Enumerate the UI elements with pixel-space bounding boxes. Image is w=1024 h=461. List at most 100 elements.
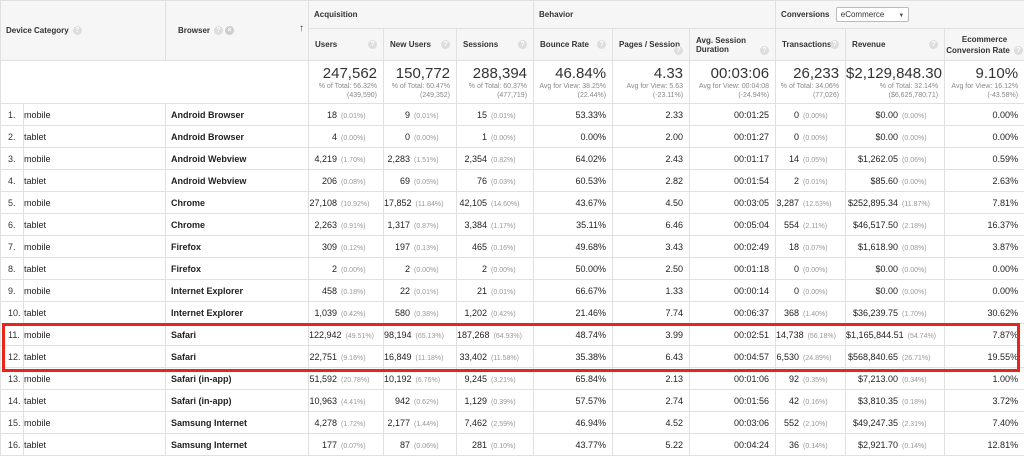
browser-header[interactable]: Browser? × ↑ xyxy=(165,0,310,61)
help-icon[interactable]: ? xyxy=(760,46,770,55)
new-users-value: 16,849 xyxy=(384,351,412,362)
browser-cell[interactable]: Samsung Internet xyxy=(165,433,310,456)
device-category-text: mobile xyxy=(24,285,51,296)
avg-duration-col-header[interactable]: Avg. Session Duration? xyxy=(689,28,777,61)
pages-session-cell: 3.43 xyxy=(612,235,691,258)
bounce-rate-value: 35.38% xyxy=(575,351,607,362)
row-number: 6. xyxy=(0,213,24,236)
revenue-pct: (0.14%) xyxy=(902,442,927,450)
avg-duration-value: 00:06:37 xyxy=(734,307,770,318)
ecom-rate-cell: 2.63% xyxy=(944,169,1024,192)
device-category-text: tablet xyxy=(24,175,47,186)
table-row[interactable]: 9. mobile Internet Explorer 458 (0.18%) 22 (0.… xyxy=(0,279,1024,302)
total-ecom-rate-value: 9.10% xyxy=(975,65,1019,82)
new-users-col-header[interactable]: New Users? xyxy=(383,28,458,61)
device-category-text: mobile xyxy=(24,417,51,428)
help-icon[interactable]: ? xyxy=(830,40,840,49)
total-pages-session: 4.33 Avg for View: 5.63 (-23.11%) xyxy=(612,60,691,104)
row-number: 11. xyxy=(0,323,24,346)
browser-cell[interactable]: Android Browser xyxy=(165,125,310,148)
pages-session-col-header[interactable]: Pages / Session? xyxy=(612,28,691,61)
users-col-header[interactable]: Users? xyxy=(308,28,385,61)
transactions-cell: 36 (0.14%) xyxy=(775,433,847,456)
table-row[interactable]: 4. tablet Android Webview 206 (0.08%) 69 (0.05… xyxy=(0,169,1024,192)
ecom-rate-col-header[interactable]: Ecommerce Conversion Rate? xyxy=(944,28,1024,61)
avg-duration-cell: 00:01:17 xyxy=(689,147,777,170)
row-number: 8. xyxy=(0,257,24,280)
browser-cell[interactable]: Safari xyxy=(165,345,310,368)
help-icon[interactable]: ? xyxy=(368,40,378,49)
transactions-col-header[interactable]: Transactions? xyxy=(775,28,847,61)
help-icon[interactable]: ? xyxy=(597,40,607,49)
table-row[interactable]: 16. tablet Samsung Internet 177 (0.07%) 87 (0.… xyxy=(0,433,1024,456)
browser-cell[interactable]: Internet Explorer xyxy=(165,279,310,302)
remove-dimension-icon[interactable]: × xyxy=(225,26,235,36)
conversions-goal-select[interactable]: eCommerce ▼ xyxy=(835,7,910,22)
sessions-value: 9,245 xyxy=(464,373,488,384)
browser-cell[interactable]: Android Webview xyxy=(165,169,310,192)
browser-cell[interactable]: Safari (in-app) xyxy=(165,367,310,390)
device-category-text: tablet xyxy=(24,219,47,230)
table-row[interactable]: 12. tablet Safari 22,751 (9.16%) 16,849 (11.18… xyxy=(0,345,1024,368)
users-value: 10,963 xyxy=(309,395,338,406)
help-icon[interactable]: ? xyxy=(929,40,939,49)
revenue-value: $49,247.35 xyxy=(853,417,899,428)
browser-link: Safari xyxy=(171,329,197,340)
help-icon[interactable]: ? xyxy=(72,26,82,36)
browser-cell[interactable]: Android Browser xyxy=(165,103,310,126)
new-users-pct: (11.18%) xyxy=(415,354,444,362)
help-icon[interactable]: ? xyxy=(674,46,684,55)
total-sessions-value: 288,394 xyxy=(472,65,528,82)
revenue-cell: $3,810.35 (0.18%) xyxy=(845,389,946,412)
sessions-cell: 33,402 (11.58%) xyxy=(456,345,535,368)
table-row[interactable]: 13. mobile Safari (in-app) 51,592 (20.78%) 10… xyxy=(0,367,1024,390)
help-icon[interactable]: ? xyxy=(214,26,224,36)
table-row[interactable]: 1. mobile Android Browser 18 (0.01%) 9 (0.01%)… xyxy=(0,103,1024,126)
pages-session-value: 2.13 xyxy=(665,373,684,384)
browser-cell[interactable]: Safari (in-app) xyxy=(165,389,310,412)
pages-session-value: 1.33 xyxy=(665,285,684,296)
help-icon[interactable]: ? xyxy=(518,40,528,49)
new-users-col-label: New Users xyxy=(390,40,431,49)
total-pages-session-sub2: (-23.11%) xyxy=(652,92,684,99)
table-row[interactable]: 14. tablet Safari (in-app) 10,963 (4.41%) 942… xyxy=(0,389,1024,412)
table-row[interactable]: 7. mobile Firefox 309 (0.12%) 197 (0.13%) 465 (0… xyxy=(0,235,1024,258)
browser-cell[interactable]: Safari xyxy=(165,323,310,346)
table-row[interactable]: 15. mobile Samsung Internet 4,278 (1.72%) 2,1… xyxy=(0,411,1024,434)
sort-ascending-icon[interactable]: ↑ xyxy=(299,23,305,34)
browser-cell[interactable]: Android Webview xyxy=(165,147,310,170)
revenue-cell: $85.60 (0.00%) xyxy=(845,169,946,192)
bounce-rate-col-header[interactable]: Bounce Rate? xyxy=(533,28,614,61)
browser-cell[interactable]: Chrome xyxy=(165,213,310,236)
device-category-cell: mobile xyxy=(22,147,167,170)
help-icon[interactable]: ? xyxy=(441,40,451,49)
table-row[interactable]: 5. mobile Chrome 27,108 (10.92%) 17,852 (11.84… xyxy=(0,191,1024,214)
table-row[interactable]: 6. tablet Chrome 2,263 (0.91%) 1,317 (0.87%) 3,… xyxy=(0,213,1024,236)
browser-cell[interactable]: Samsung Internet xyxy=(165,411,310,434)
sessions-pct: (0.00%) xyxy=(491,134,516,142)
row-number-text: 8. xyxy=(8,263,16,274)
browser-cell[interactable]: Firefox xyxy=(165,235,310,258)
table-row[interactable]: 10. tablet Internet Explorer 1,039 (0.42%) 58… xyxy=(0,301,1024,324)
revenue-col-header[interactable]: Revenue? xyxy=(845,28,946,61)
users-pct: (4.41%) xyxy=(341,398,366,406)
table-row[interactable]: 8. tablet Firefox 2 (0.00%) 2 (0.00%) 2 (0.00%) 5… xyxy=(0,257,1024,280)
browser-cell[interactable]: Firefox xyxy=(165,257,310,280)
table-row[interactable]: 11. mobile Safari 122,942 (49.51%) 98,194 (65.… xyxy=(0,323,1024,346)
browser-cell[interactable]: Internet Explorer xyxy=(165,301,310,324)
avg-duration-cell: 00:04:24 xyxy=(689,433,777,456)
sessions-col-header[interactable]: Sessions? xyxy=(456,28,535,61)
table-row[interactable]: 2. tablet Android Browser 4 (0.00%) 0 (0.00%) 1… xyxy=(0,125,1024,148)
bounce-rate-value: 21.46% xyxy=(575,307,607,318)
device-category-header[interactable]: Device Category? xyxy=(0,0,167,61)
browser-cell[interactable]: Chrome xyxy=(165,191,310,214)
new-users-cell: 580 (0.38%) xyxy=(383,301,458,324)
sessions-value: 33,402 xyxy=(459,351,488,362)
pages-session-value: 6.46 xyxy=(665,219,684,230)
revenue-value: $46,517.50 xyxy=(853,219,899,230)
help-icon[interactable]: ? xyxy=(1013,45,1023,55)
table-row[interactable]: 3. mobile Android Webview 4,219 (1.70%) 2,283… xyxy=(0,147,1024,170)
browser-link: Samsung Internet xyxy=(171,417,248,428)
users-cell: 4 (0.00%) xyxy=(308,125,385,148)
ecom-rate-value: 3.72% xyxy=(992,395,1019,406)
